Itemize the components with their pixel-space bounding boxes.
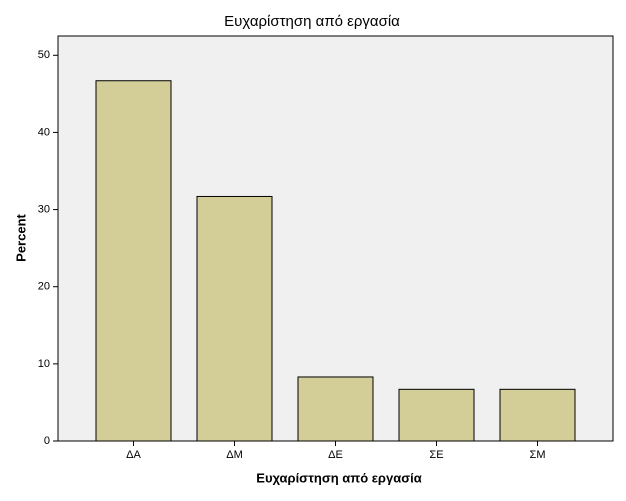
y-tick-label: 0 (44, 435, 50, 447)
y-axis-title: Percent (13, 213, 28, 261)
x-axis-title: Ευχαρίστηση από εργασία (256, 470, 421, 485)
x-tick-label: ΔΜ (226, 449, 243, 461)
x-tick-label: ΔΑ (126, 449, 141, 461)
y-tick-label: 30 (38, 203, 50, 215)
bar (95, 80, 172, 442)
y-tick-label: 50 (38, 49, 50, 61)
y-tick-label: 40 (38, 126, 50, 138)
x-tick-label: ΔΕ (328, 449, 343, 461)
bar (499, 388, 576, 442)
y-tick-label: 10 (38, 358, 50, 370)
x-tick-label: ΣΕ (429, 449, 443, 461)
bar (398, 388, 475, 442)
y-tick-label: 20 (38, 281, 50, 293)
bar (196, 195, 273, 442)
x-tick-label: ΣΜ (530, 449, 546, 461)
bar (297, 376, 374, 442)
chart-title: Ευχαρίστηση από εργασία (224, 13, 400, 30)
